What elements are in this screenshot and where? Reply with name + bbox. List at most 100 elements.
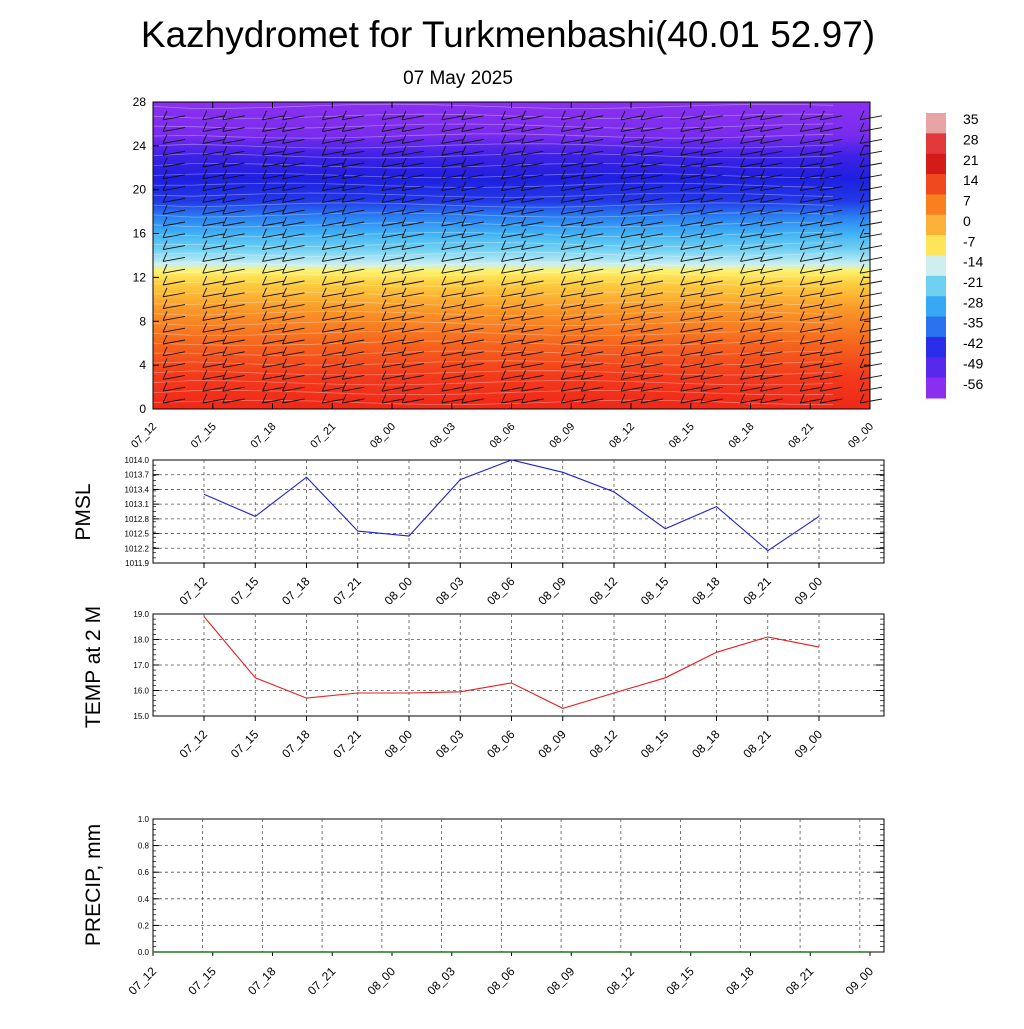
wind-barb (461, 169, 484, 180)
wind-barb (620, 122, 644, 133)
wind-barb (819, 169, 843, 180)
wind-barb (580, 134, 604, 144)
wind-barb (580, 181, 604, 192)
wind-barb (202, 370, 225, 380)
contour-line (152, 113, 834, 119)
wind-barb (620, 228, 644, 239)
wind-barb (799, 134, 823, 144)
wind-barb (680, 299, 703, 310)
wind-barb (760, 370, 783, 380)
wind-barb (381, 334, 405, 345)
wind-barb (799, 287, 823, 298)
wind-barb (819, 110, 843, 121)
contour-line (152, 123, 834, 129)
wind-barb (680, 264, 703, 274)
wind-barb (461, 358, 484, 369)
wind-barb (262, 240, 285, 251)
colorbar-swatch (926, 133, 946, 155)
wind-barb (760, 134, 783, 144)
wind-barb (262, 311, 285, 321)
wind-barb (640, 110, 664, 121)
wind-barb (521, 122, 544, 133)
wind-barb (859, 311, 883, 321)
wind-barb (760, 193, 783, 203)
wind-barb (680, 205, 703, 215)
colorbar-label: 0 (963, 213, 971, 229)
wind-barb (162, 134, 186, 144)
wind-barb (202, 358, 225, 369)
wind-barb (521, 264, 544, 274)
wind-barb (859, 252, 883, 262)
wind-barb (441, 181, 464, 192)
y-tick-label: 16.0 (133, 687, 149, 696)
wind-barb (461, 252, 484, 262)
wind-barb (441, 157, 464, 168)
wind-barb (859, 228, 883, 239)
wind-barb (401, 181, 425, 192)
x-tick-label: 07_18 (245, 964, 279, 998)
wind-barb (262, 370, 285, 380)
wind-barb (859, 334, 883, 345)
wind-barb (262, 134, 285, 144)
wind-barb (262, 146, 285, 156)
wind-barb (620, 157, 644, 168)
wind-barb (401, 370, 425, 380)
wind-barb (441, 370, 464, 380)
wind-barb (620, 110, 644, 121)
wind-barb (262, 193, 285, 203)
wind-barb (441, 193, 464, 203)
wind-barb (401, 193, 425, 203)
wind-barb (560, 228, 584, 239)
wind-barb (859, 358, 883, 369)
wind-barb (282, 334, 305, 345)
wind-barb (799, 275, 823, 286)
wind-barb (680, 169, 703, 180)
wind-barb (441, 346, 464, 357)
wind-barb (262, 358, 285, 369)
y-tick-label: 16 (133, 227, 147, 241)
wind-barb (859, 181, 883, 192)
wind-barb (262, 216, 285, 227)
wind-barb (560, 216, 584, 227)
y-axis-label: PMSL (72, 483, 95, 540)
wind-barb (680, 240, 703, 251)
wind-barb (202, 169, 225, 180)
wind-barb (202, 287, 225, 298)
wind-barb (760, 169, 783, 180)
y-tick-label: 1011.9 (125, 559, 149, 568)
wind-barb (700, 181, 723, 192)
wind-barb (799, 370, 823, 380)
wind-barb (222, 323, 245, 333)
wind-barb (640, 358, 664, 369)
wind-barb (321, 275, 345, 286)
wind-barb (162, 228, 186, 239)
wind-barb (321, 181, 345, 192)
y-tick-label: 20 (133, 183, 147, 197)
wind-barb (321, 193, 345, 203)
wind-barb (700, 228, 723, 239)
wind-barb (760, 275, 783, 286)
wind-barb (321, 228, 345, 239)
wind-barb (461, 311, 484, 321)
y-tick-label: 1013.4 (125, 485, 150, 494)
wind-barb (282, 370, 305, 380)
x-tick-label: 07_15 (228, 574, 262, 608)
wind-barb (401, 252, 425, 262)
wind-barb (760, 216, 783, 227)
x-tick-label: 07_21 (308, 421, 338, 451)
x-tick-label: 08_03 (433, 574, 467, 608)
wind-barb (222, 181, 245, 192)
wind-barb (202, 393, 225, 404)
x-tick-label: 08_06 (484, 727, 518, 761)
x-tick-label: 07_18 (279, 727, 313, 761)
wind-barb (461, 334, 484, 345)
wind-barb (381, 110, 405, 121)
wind-barb (202, 275, 225, 286)
wind-barb (461, 181, 484, 192)
wind-barb (700, 216, 723, 227)
wind-barb (859, 299, 883, 310)
wind-barb (680, 134, 703, 144)
wind-barb (521, 358, 544, 369)
wind-barb (640, 216, 664, 227)
x-tick-label: 08_12 (587, 727, 621, 761)
